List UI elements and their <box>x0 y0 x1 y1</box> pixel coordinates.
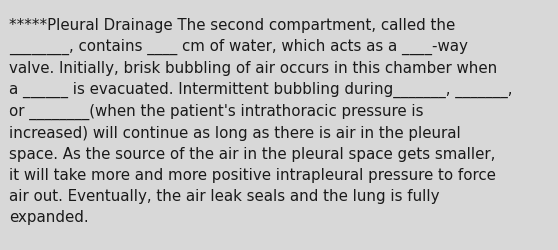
Text: *****Pleural Drainage The second compartment, called the
________, contains ____: *****Pleural Drainage The second compart… <box>9 18 512 224</box>
